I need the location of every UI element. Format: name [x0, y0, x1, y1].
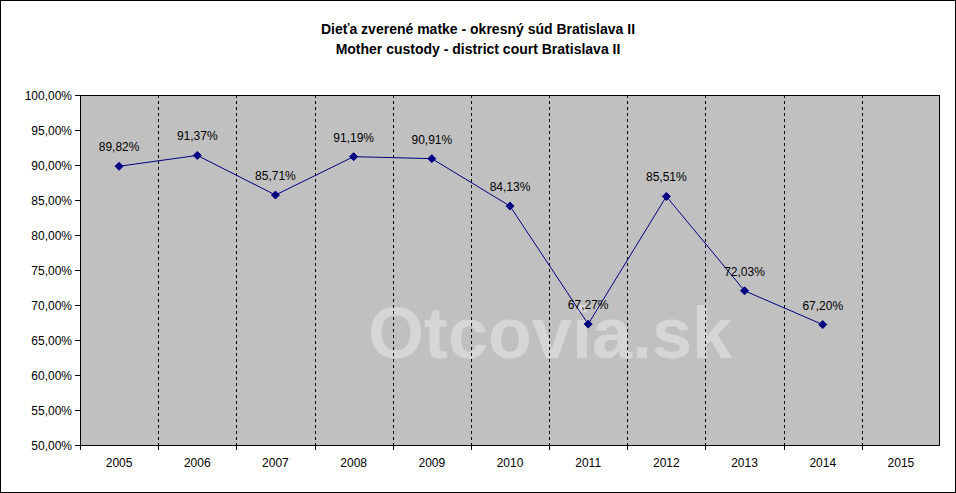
- y-tick-label: 50,00%: [31, 439, 72, 453]
- y-tick-label: 90,00%: [31, 159, 72, 173]
- y-tick-label: 85,00%: [31, 194, 72, 208]
- marker: [741, 287, 749, 295]
- y-tick: [75, 165, 80, 166]
- marker: [584, 320, 592, 328]
- data-label: 91,19%: [333, 131, 374, 145]
- y-tick: [75, 410, 80, 411]
- marker: [193, 151, 201, 159]
- category-separator: [471, 95, 472, 445]
- category-separator: [705, 95, 706, 445]
- watermark: Otcovia.sk: [368, 293, 733, 373]
- y-tick-label: 75,00%: [31, 264, 72, 278]
- x-tick-label: 2015: [888, 456, 915, 470]
- x-tick-label: 2006: [184, 456, 211, 470]
- category-separator: [862, 95, 863, 445]
- y-tick-label: 55,00%: [31, 404, 72, 418]
- y-tick: [75, 95, 80, 96]
- y-tick: [75, 130, 80, 131]
- data-label: 84,13%: [490, 180, 531, 194]
- subtitle: Mother custody - district court Bratisla…: [336, 41, 621, 57]
- x-tick-label: 2013: [731, 456, 758, 470]
- y-tick: [75, 200, 80, 201]
- x-tick-label: 2009: [418, 456, 445, 470]
- category-separator: [236, 95, 237, 445]
- data-label: 85,51%: [646, 170, 687, 184]
- marker: [350, 153, 358, 161]
- data-label: 85,71%: [255, 169, 296, 183]
- category-separator: [315, 95, 316, 445]
- marker: [428, 155, 436, 163]
- category-separator: [784, 95, 785, 445]
- title: Dieťa zverené matke - okresný súd Bratis…: [321, 21, 635, 37]
- data-group: [115, 151, 827, 328]
- x-tick-label: 2011: [575, 456, 601, 470]
- x-tick-label: 2014: [809, 456, 836, 470]
- plot-frame: [81, 96, 940, 446]
- series-line: [119, 155, 823, 324]
- x-tick-label: 2008: [340, 456, 367, 470]
- marker: [819, 321, 827, 329]
- marker: [271, 191, 279, 199]
- chart: Dieťa zverené matke - okresný súd Bratis…: [0, 0, 956, 493]
- data-label: 72,03%: [724, 265, 765, 279]
- category-separator: [393, 95, 394, 445]
- x-tick-label: 2010: [497, 456, 524, 470]
- plot-area: [80, 95, 940, 445]
- y-tick: [75, 445, 80, 446]
- data-label: 91,37%: [177, 129, 218, 143]
- category-separator: [158, 95, 159, 445]
- y-tick-label: 100,00%: [25, 89, 73, 103]
- marker: [662, 192, 670, 200]
- data-label: 89,82%: [99, 140, 140, 154]
- y-tick-label: 95,00%: [31, 124, 72, 138]
- data-label: 67,20%: [802, 299, 843, 313]
- marker: [506, 202, 514, 210]
- y-tick-label: 65,00%: [31, 334, 72, 348]
- data-label: 90,91%: [411, 133, 452, 147]
- marker: [115, 162, 123, 170]
- y-tick: [75, 340, 80, 341]
- category-separator: [549, 95, 550, 445]
- y-tick: [75, 375, 80, 376]
- y-tick-label: 60,00%: [31, 369, 72, 383]
- y-tick-label: 70,00%: [31, 299, 72, 313]
- y-tick: [75, 235, 80, 236]
- data-label: 67,27%: [568, 298, 609, 312]
- x-tick-label: 2012: [653, 456, 680, 470]
- y-tick: [75, 270, 80, 271]
- x-tick-label: 2005: [106, 456, 133, 470]
- y-tick-label: 80,00%: [31, 229, 72, 243]
- category-separator: [627, 95, 628, 445]
- x-tick-label: 2007: [262, 456, 289, 470]
- y-tick: [75, 305, 80, 306]
- chart-border: [1, 1, 956, 493]
